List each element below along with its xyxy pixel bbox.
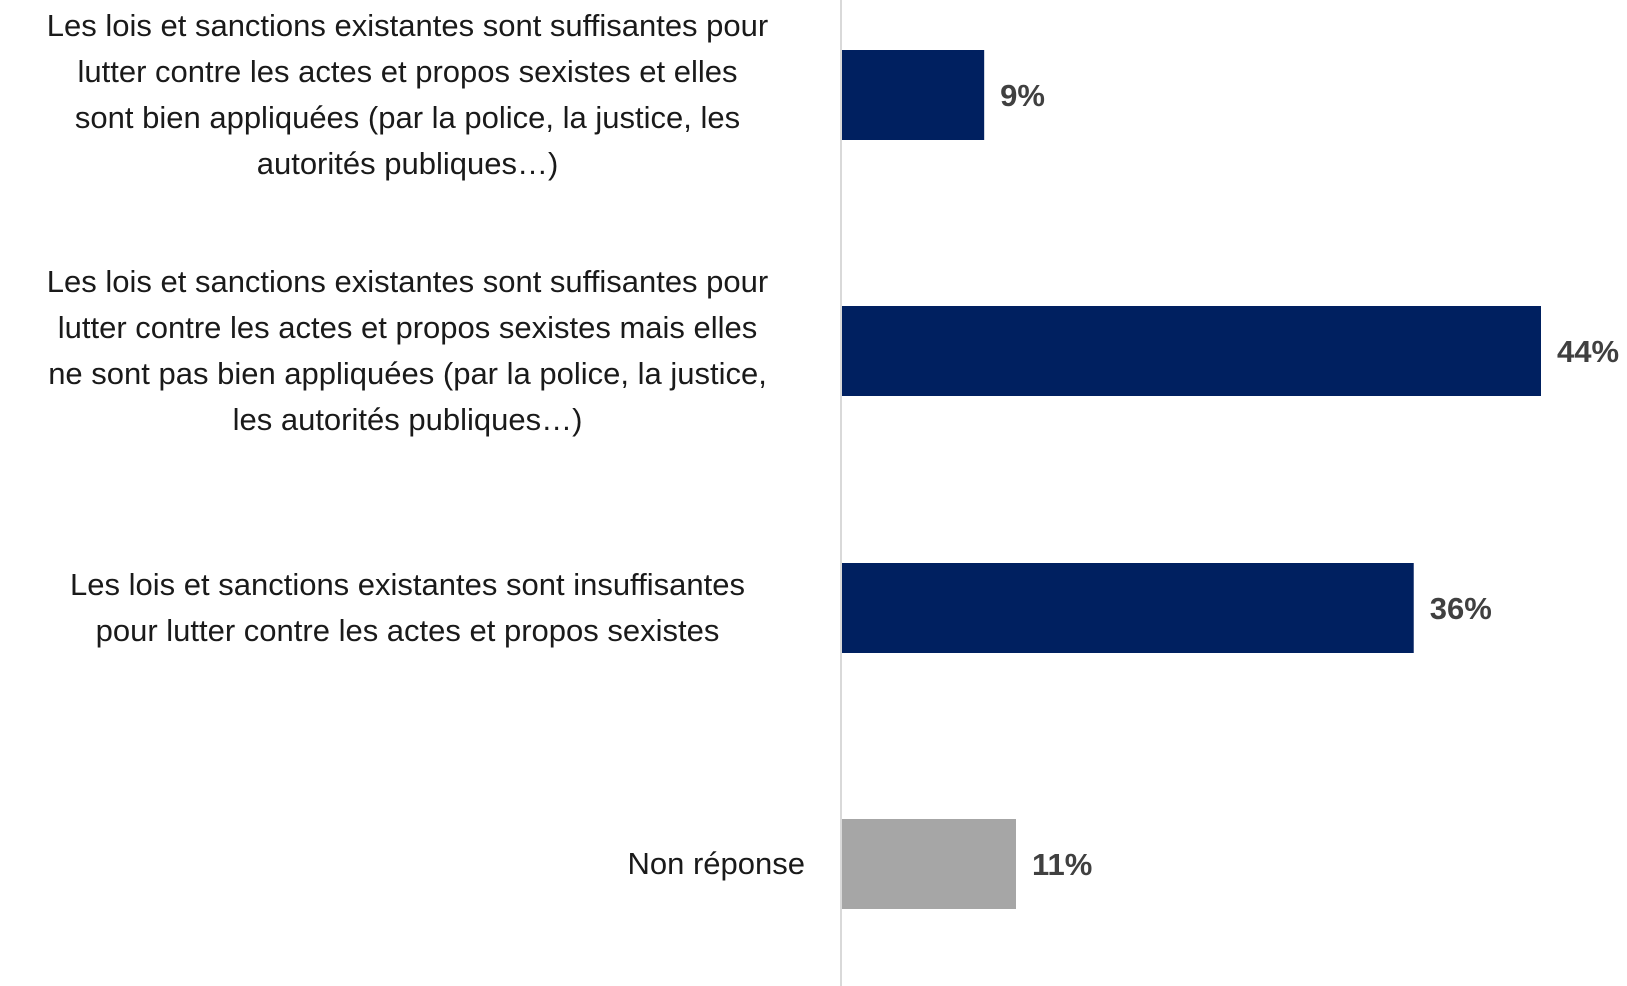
category-label-line: ne sont pas bien appliquées (par la poli… xyxy=(48,356,767,391)
bar-3 xyxy=(841,563,1414,653)
category-label-1: Les lois et sanctions existantes sont su… xyxy=(10,3,805,187)
category-label-line: Les lois et sanctions existantes sont su… xyxy=(46,264,769,299)
category-label-4: Non réponse xyxy=(10,841,805,887)
category-label-line: autorités publiques…) xyxy=(256,146,559,181)
category-label-line: les autorités publiques…) xyxy=(232,402,583,437)
category-label-line: lutter contre les actes et propos sexist… xyxy=(57,310,758,345)
value-label-2: 44% xyxy=(1557,334,1619,369)
category-label-line: sont bien appliquées (par la police, la … xyxy=(74,100,741,135)
value-label-3: 36% xyxy=(1430,591,1492,626)
category-label-3: Les lois et sanctions existantes sont in… xyxy=(10,562,805,654)
category-label-line: Les lois et sanctions existantes sont su… xyxy=(46,8,769,43)
value-labels-group: 9% 44% 36% 11% xyxy=(1000,78,1619,882)
value-label-1: 9% xyxy=(1000,78,1045,113)
category-label-2: Les lois et sanctions existantes sont su… xyxy=(10,259,805,443)
value-label-4: 11% xyxy=(1032,847,1092,882)
category-label-line: Les lois et sanctions existantes sont in… xyxy=(70,567,745,602)
category-label-line: pour lutter contre les actes et propos s… xyxy=(95,613,720,648)
category-label-line: Non réponse xyxy=(627,846,805,881)
category-label-line: lutter contre les actes et propos sexist… xyxy=(77,54,738,89)
bars-group xyxy=(841,50,1541,909)
bar-4 xyxy=(841,819,1016,909)
bar-2 xyxy=(841,306,1541,396)
bar-1 xyxy=(841,50,985,140)
